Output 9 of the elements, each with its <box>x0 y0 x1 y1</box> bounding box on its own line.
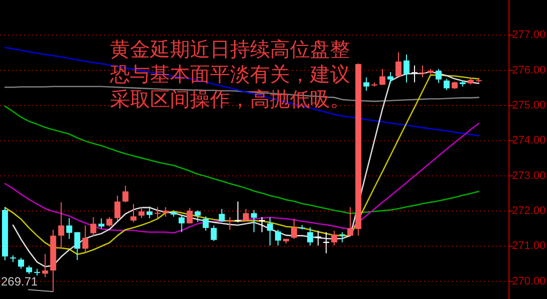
annotation: 269.71 <box>1 274 38 289</box>
y-tick-label: 271.00 <box>512 240 546 252</box>
y-tick-label: 270.00 <box>512 275 546 288</box>
y-tick-label: 277.00 <box>512 29 546 42</box>
y-tick-label: 273.00 <box>512 170 546 182</box>
y-tick-label: 275.00 <box>512 100 546 112</box>
y-tick-label: 276.00 <box>512 64 546 76</box>
y-tick-label: 272.00 <box>512 205 546 218</box>
y-tick-label: 274.00 <box>512 134 546 147</box>
